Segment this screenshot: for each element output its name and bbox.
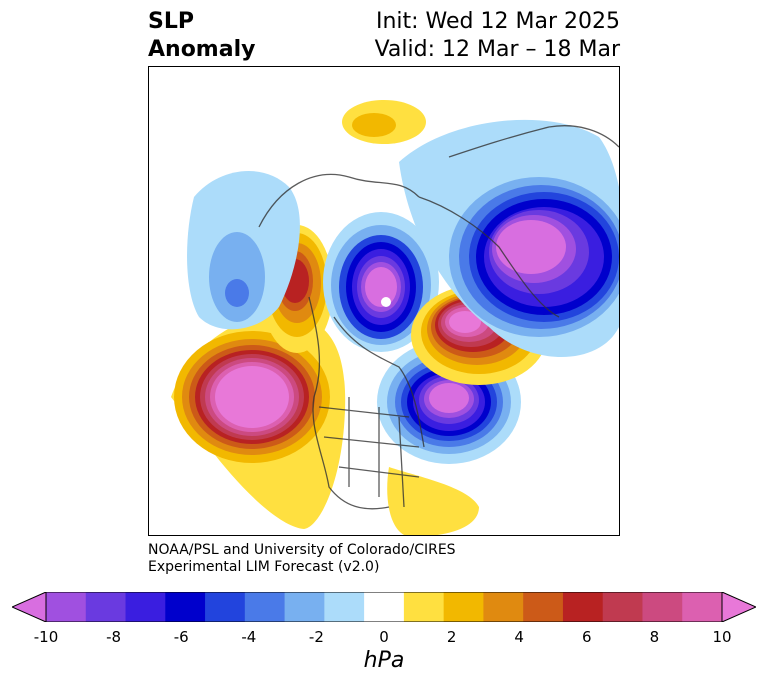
low-eurasia bbox=[399, 119, 619, 357]
colorbar-segment bbox=[205, 592, 246, 622]
map-title: SLP Anomaly bbox=[148, 8, 255, 64]
colorbar-segment bbox=[364, 592, 405, 622]
colorbar-segment bbox=[125, 592, 166, 622]
colorbar-tick-label: 10 bbox=[712, 628, 732, 646]
colorbar-segment bbox=[324, 592, 365, 622]
title-line-1: SLP bbox=[148, 9, 194, 34]
high-caribbean bbox=[387, 467, 479, 535]
colorbar-tick-label: -4 bbox=[241, 628, 257, 646]
colorbar-arrow-min bbox=[12, 592, 47, 622]
colorbar-segment bbox=[244, 592, 286, 622]
colorbar-segment bbox=[682, 592, 723, 622]
colorbar-tick-label: -10 bbox=[33, 628, 59, 646]
init-date: Init: Wed 12 Mar 2025 bbox=[375, 9, 620, 34]
anomaly-map-svg bbox=[171, 100, 619, 535]
colorbar-segment bbox=[85, 592, 127, 622]
credit: NOAA/PSL and University of Colorado/CIRE… bbox=[148, 542, 456, 576]
map-coastlines bbox=[258, 125, 619, 510]
colorbar-ticks: -10 -8 -6 -4 -2 0 2 4 6 8 10 bbox=[0, 628, 768, 648]
forecast-dates: Init: Wed 12 Mar 2025 Valid: 12 Mar – 18… bbox=[375, 8, 620, 64]
colorbar-segment bbox=[523, 592, 564, 622]
colorbar-tick-label: -6 bbox=[173, 628, 189, 646]
colorbar-segment bbox=[403, 592, 445, 622]
colorbar-segment bbox=[483, 592, 524, 622]
colorbar-segment bbox=[443, 592, 484, 622]
colorbar-tick-label: 6 bbox=[582, 628, 592, 646]
colorbar-border bbox=[45, 592, 723, 622]
colorbar-unit: hPa bbox=[363, 648, 405, 673]
colorbar-tick-label: 4 bbox=[514, 628, 524, 646]
colorbar-tick-label: 0 bbox=[379, 628, 389, 646]
colorbar-tick-label: -8 bbox=[106, 628, 122, 646]
low-north-atlantic bbox=[377, 340, 521, 464]
colorbar-segment bbox=[642, 592, 683, 622]
low-north-pacific bbox=[187, 170, 300, 330]
colorbar-segment bbox=[602, 592, 643, 622]
title-line-2: Anomaly bbox=[148, 37, 256, 62]
colorbar-segment bbox=[562, 592, 604, 622]
colorbar bbox=[12, 592, 756, 622]
valid-date: Valid: 12 Mar – 18 Mar bbox=[374, 37, 620, 62]
colorbar-segment bbox=[46, 592, 87, 622]
colorbar-tick-label: -2 bbox=[308, 628, 324, 646]
colorbar-segment bbox=[165, 592, 206, 622]
credit-line-1: NOAA/PSL and University of Colorado/CIRE… bbox=[148, 542, 456, 558]
high-north-africa bbox=[342, 100, 426, 144]
colorbar-segment bbox=[284, 592, 325, 622]
colorbar-tick-label: 2 bbox=[446, 628, 457, 646]
credit-line-2: Experimental LIM Forecast (v2.0) bbox=[148, 559, 380, 575]
low-arctic bbox=[323, 212, 439, 352]
anomaly-map bbox=[148, 66, 620, 536]
high-gulf-of-alaska bbox=[171, 315, 346, 529]
colorbar-arrow-max bbox=[721, 592, 756, 622]
colorbar-tick-label: 8 bbox=[649, 628, 660, 646]
